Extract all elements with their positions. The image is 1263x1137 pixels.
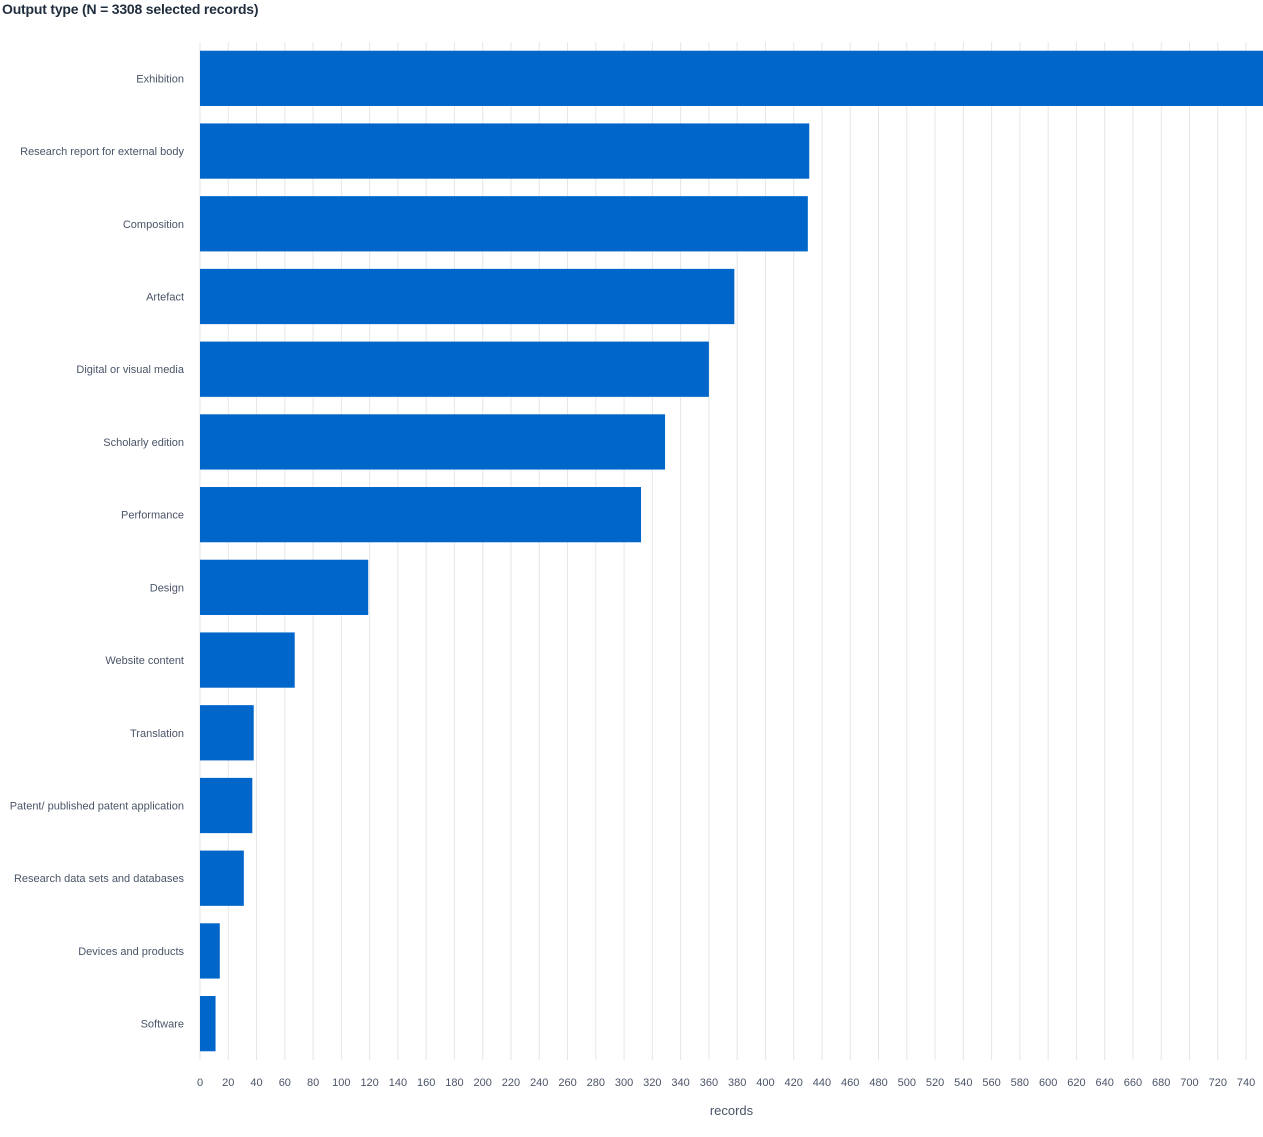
category-labels: Exhibition Research report for external b… xyxy=(10,73,185,1030)
bar[interactable] xyxy=(200,850,244,906)
bars xyxy=(200,50,1263,1052)
x-tick-label: 580 xyxy=(1011,1077,1029,1089)
bar[interactable] xyxy=(200,268,735,325)
x-axis-title: records xyxy=(710,1103,754,1118)
x-tick-label: 40 xyxy=(250,1077,262,1089)
x-axis-ticks: 0 20 40 60 80 100 120 140 160 180 200 220 240 260 280 3… xyxy=(197,1077,1255,1089)
category-label: Software xyxy=(141,1019,184,1031)
bar[interactable] xyxy=(200,196,808,252)
x-tick-label: 60 xyxy=(279,1077,291,1089)
category-label: Devices and products xyxy=(78,946,184,958)
category-label: Scholarly edition xyxy=(103,437,184,449)
x-tick-label: 660 xyxy=(1124,1077,1142,1089)
x-tick-label: 640 xyxy=(1096,1077,1114,1089)
x-tick-label: 340 xyxy=(671,1077,689,1089)
category-label: Research data sets and databases xyxy=(14,873,185,885)
bar[interactable] xyxy=(200,487,642,543)
category-label: Design xyxy=(150,582,184,594)
bar[interactable] xyxy=(200,123,810,179)
bar[interactable] xyxy=(200,923,220,979)
bar[interactable] xyxy=(200,341,709,397)
chart-title: Output type (N = 3308 selected records) xyxy=(2,1,259,17)
x-tick-label: 380 xyxy=(728,1077,746,1089)
x-tick-label: 500 xyxy=(898,1077,916,1089)
x-tick-label: 520 xyxy=(926,1077,944,1089)
x-tick-label: 720 xyxy=(1209,1077,1227,1089)
category-label: Composition xyxy=(123,219,184,231)
category-label: Exhibition xyxy=(136,73,184,85)
x-tick-label: 140 xyxy=(389,1077,407,1089)
x-tick-label: 440 xyxy=(813,1077,831,1089)
x-tick-label: 700 xyxy=(1180,1077,1198,1089)
x-tick-label: 300 xyxy=(615,1077,633,1089)
category-label: Artefact xyxy=(146,292,184,304)
x-tick-label: 460 xyxy=(841,1077,859,1089)
x-tick-label: 740 xyxy=(1237,1077,1255,1089)
x-tick-label: 180 xyxy=(445,1077,463,1089)
x-tick-label: 160 xyxy=(417,1077,435,1089)
x-tick-label: 620 xyxy=(1067,1077,1085,1089)
x-tick-label: 80 xyxy=(307,1077,319,1089)
x-tick-label: 280 xyxy=(587,1077,605,1089)
category-label: Digital or visual media xyxy=(76,364,184,376)
category-label: Performance xyxy=(121,510,184,522)
x-tick-label: 20 xyxy=(222,1077,234,1089)
x-tick-label: 200 xyxy=(474,1077,492,1089)
x-tick-label: 260 xyxy=(558,1077,576,1089)
x-tick-label: 120 xyxy=(360,1077,378,1089)
x-tick-label: 240 xyxy=(530,1077,548,1089)
x-tick-label: 540 xyxy=(954,1077,972,1089)
category-label: Website content xyxy=(105,655,184,667)
x-tick-label: 680 xyxy=(1152,1077,1170,1089)
bar[interactable] xyxy=(200,632,295,688)
x-tick-label: 400 xyxy=(756,1077,774,1089)
x-tick-label: 480 xyxy=(869,1077,887,1089)
x-tick-label: 600 xyxy=(1039,1077,1057,1089)
bar[interactable] xyxy=(200,996,216,1052)
category-label: Patent/ published patent application xyxy=(10,801,184,813)
category-label: Research report for external body xyxy=(20,146,184,158)
x-tick-label: 360 xyxy=(700,1077,718,1089)
bar[interactable] xyxy=(200,559,369,615)
grid-lines xyxy=(199,42,1247,1060)
bar[interactable] xyxy=(200,50,1263,106)
bar[interactable] xyxy=(200,705,254,761)
x-tick-label: 560 xyxy=(982,1077,1000,1089)
x-tick-label: 100 xyxy=(332,1077,350,1089)
category-label: Translation xyxy=(130,728,184,740)
bar[interactable] xyxy=(200,777,253,834)
x-tick-label: 320 xyxy=(643,1077,661,1089)
bar[interactable] xyxy=(200,414,666,470)
x-tick-label: 420 xyxy=(785,1077,803,1089)
x-tick-label: 0 xyxy=(197,1077,203,1089)
x-tick-label: 220 xyxy=(502,1077,520,1089)
